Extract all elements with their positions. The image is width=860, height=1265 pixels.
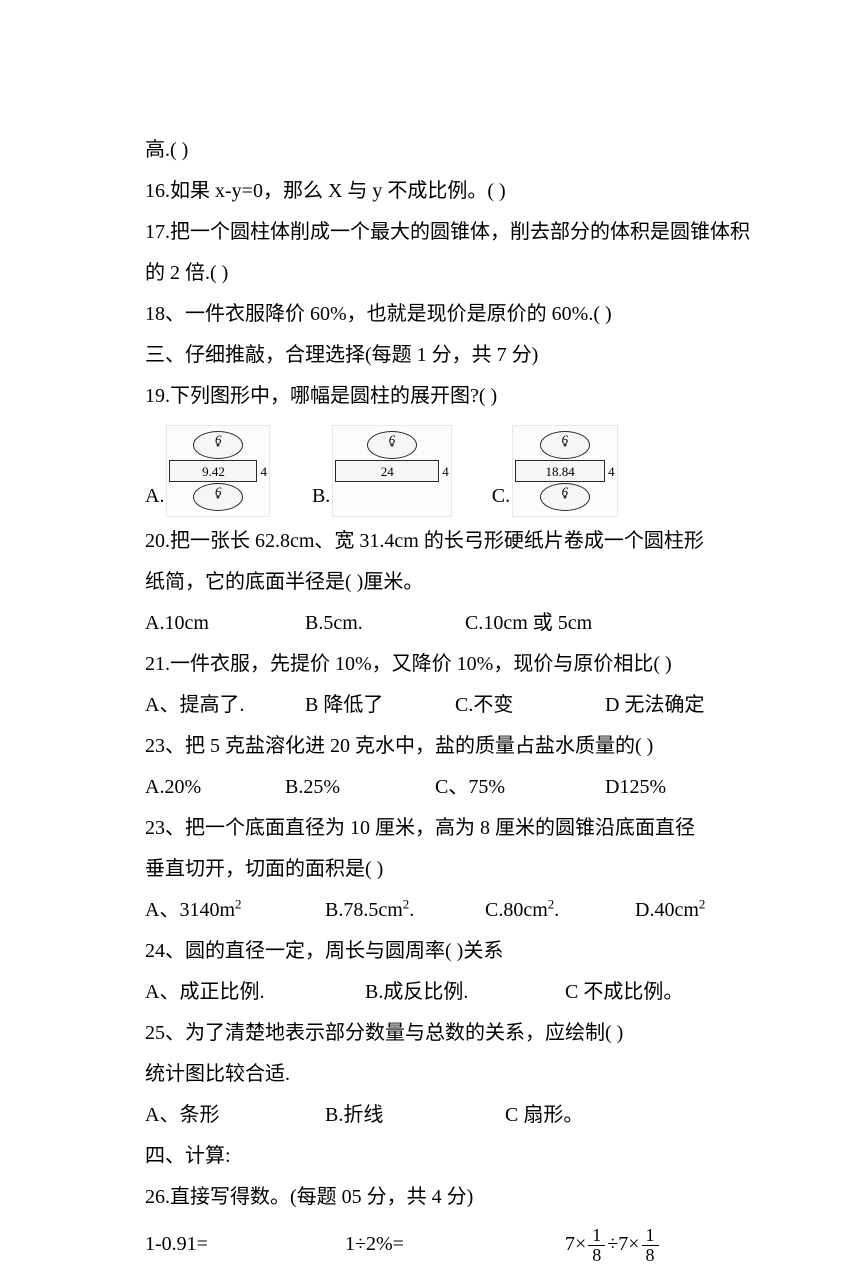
q22-opt-b: B.25% <box>285 767 435 808</box>
q23-options: A、3140m2 B.78.5cm2. C.80cm2. D.40cm2 <box>145 890 755 931</box>
q25-options: A、条形 B.折线 C 扇形。 <box>145 1095 755 1136</box>
q25-line1: 25、为了清楚地表示部分数量与总数的关系，应绘制( ) <box>145 1013 755 1054</box>
q25-opt-c: C 扇形。 <box>505 1095 583 1136</box>
q25-opt-b: B.折线 <box>325 1095 505 1136</box>
q19-diagram-options: A. 6 9.42 4 6 B. 6 24 4 6 C. 6 18.84 4 <box>145 425 755 517</box>
q23-opt-a: A、3140m2 <box>145 890 325 931</box>
q26-equations: 1-0.91= 1÷2%= 7×18÷7×18 <box>145 1224 755 1265</box>
q21-options: A、提高了. B 降低了 C.不变 D 无法确定 <box>145 685 755 726</box>
q20-line2: 纸简，它的底面半径是( )厘米。 <box>145 562 755 603</box>
q18: 18、一件衣服降价 60%，也就是现价是原价的 60%.( ) <box>145 294 755 335</box>
q22-opt-a: A.20% <box>145 767 285 808</box>
opt-a-label: A. <box>145 476 164 517</box>
cylinder-net-a: 6 9.42 4 6 <box>166 425 270 517</box>
q23-opt-c: C.80cm2. <box>485 890 635 931</box>
q26: 26.直接写得数。(每题 05 分，共 4 分) <box>145 1177 755 1218</box>
q23-line2: 垂直切开，切面的面积是( ) <box>145 849 755 890</box>
q24: 24、圆的直径一定，周长与圆周率( )关系 <box>145 931 755 972</box>
q23-opt-b: B.78.5cm2. <box>325 890 485 931</box>
q20-options: A.10cm B.5cm. C.10cm 或 5cm <box>145 603 755 644</box>
q21-opt-a: A、提高了. <box>145 685 305 726</box>
q19: 19.下列图形中，哪幅是圆柱的展开图?( ) <box>145 376 755 417</box>
q19-option-c: C. 6 18.84 4 6 <box>492 425 618 517</box>
eq1: 1-0.91= <box>145 1224 345 1265</box>
q24-opt-b: B.成反比例. <box>365 972 565 1013</box>
q25-line2: 统计图比较合适. <box>145 1054 755 1095</box>
q24-opt-c: C 不成比例。 <box>565 972 683 1013</box>
cylinder-net-c: 6 18.84 4 6 <box>512 425 618 517</box>
opt-c-label: C. <box>492 476 510 517</box>
q17: 17.把一个圆柱体削成一个最大的圆锥体，削去部分的体积是圆锥体积的 2 倍.( … <box>145 212 755 294</box>
q25-opt-a: A、条形 <box>145 1095 325 1136</box>
q24-options: A、成正比例. B.成反比例. C 不成比例。 <box>145 972 755 1013</box>
q22-opt-c: C、75% <box>435 767 605 808</box>
q22-options: A.20% B.25% C、75% D125% <box>145 767 755 808</box>
q16: 16.如果 x-y=0，那么 X 与 y 不成比例。( ) <box>145 171 755 212</box>
q20-line1: 20.把一张长 62.8cm、宽 31.4cm 的长弓形硬纸片卷成一个圆柱形 <box>145 521 755 562</box>
q20-opt-c: C.10cm 或 5cm <box>465 603 592 644</box>
q22: 23、把 5 克盐溶化进 20 克水中，盐的质量占盐水质量的( ) <box>145 726 755 767</box>
q20-opt-a: A.10cm <box>145 603 305 644</box>
section3-heading: 三、仔细推敲，合理选择(每题 1 分，共 7 分) <box>145 335 755 376</box>
section4-heading: 四、计算: <box>145 1136 755 1177</box>
eq2: 1÷2%= <box>345 1224 565 1265</box>
q24-opt-a: A、成正比例. <box>145 972 365 1013</box>
q21-opt-c: C.不变 <box>455 685 605 726</box>
q19-option-b: B. 6 24 4 6 <box>312 425 452 517</box>
q21-opt-b: B 降低了 <box>305 685 455 726</box>
q20-opt-b: B.5cm. <box>305 603 465 644</box>
q21-opt-d: D 无法确定 <box>605 685 704 726</box>
q22-opt-d: D125% <box>605 767 666 808</box>
q21: 21.一件衣服，先提价 10%，又降价 10%，现价与原价相比( ) <box>145 644 755 685</box>
cylinder-net-b: 6 24 4 6 <box>332 425 452 517</box>
q19-option-a: A. 6 9.42 4 6 <box>145 425 270 517</box>
opt-b-label: B. <box>312 476 330 517</box>
q23-opt-d: D.40cm2 <box>635 890 705 931</box>
eq3: 7×18÷7×18 <box>565 1224 661 1265</box>
q15-tail: 高.( ) <box>145 130 755 171</box>
q23-line1: 23、把一个底面直径为 10 厘米，高为 8 厘米的圆锥沿底面直径 <box>145 808 755 849</box>
